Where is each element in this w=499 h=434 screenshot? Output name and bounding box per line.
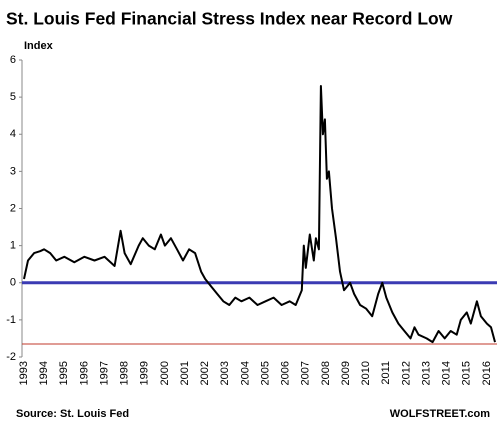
x-tick-label: 2002 <box>199 361 211 385</box>
y-axis-label: Index <box>24 40 54 52</box>
y-tick-label: 1 <box>10 240 16 252</box>
y-tick-label: 5 <box>10 91 16 103</box>
x-tick-label: 2000 <box>159 361 171 385</box>
x-tick-label: 2010 <box>360 361 372 385</box>
x-tick-label: 1995 <box>58 361 70 385</box>
y-tick-label: -2 <box>6 351 16 363</box>
x-tick-label: 2011 <box>380 361 392 385</box>
y-tick-label: 0 <box>10 277 16 289</box>
x-tick-label: 1997 <box>98 361 110 385</box>
x-tick-label: 2001 <box>179 361 191 385</box>
x-tick-label: 2015 <box>461 361 473 385</box>
x-tick-label: 2013 <box>420 361 432 385</box>
y-tick-label: 2 <box>10 202 16 214</box>
x-tick-label: 2012 <box>400 361 412 385</box>
x-tick-label: 2007 <box>300 361 312 385</box>
x-tick-label: 2004 <box>239 361 251 385</box>
x-tick-label: 2003 <box>219 361 231 385</box>
x-tick-label: 1999 <box>139 361 151 385</box>
y-tick-label: 4 <box>10 128 16 140</box>
x-tick-label: 1998 <box>119 361 131 385</box>
x-tick-label: 1996 <box>78 361 90 385</box>
x-tick-label: 1994 <box>38 361 50 385</box>
x-tick-label: 2014 <box>441 361 453 385</box>
line <box>23 85 496 344</box>
x-tick-label: 2008 <box>320 361 332 385</box>
source: Source: St. Louis Fed <box>16 408 129 420</box>
x-tick-label: 2006 <box>280 361 292 385</box>
y-tick-label: 3 <box>10 165 16 177</box>
x-tick-label: 2016 <box>481 361 493 385</box>
x-tick-label: 2009 <box>340 361 352 385</box>
y-tick-label: 6 <box>10 54 16 66</box>
x-tick-label: 2005 <box>259 361 271 385</box>
chart-title: St. Louis Fed Financial Stress Index nea… <box>6 9 453 29</box>
y-tick-label: -1 <box>6 314 16 326</box>
x-tick-label: 1993 <box>18 361 30 385</box>
credit: WOLFSTREET.com <box>390 408 490 420</box>
